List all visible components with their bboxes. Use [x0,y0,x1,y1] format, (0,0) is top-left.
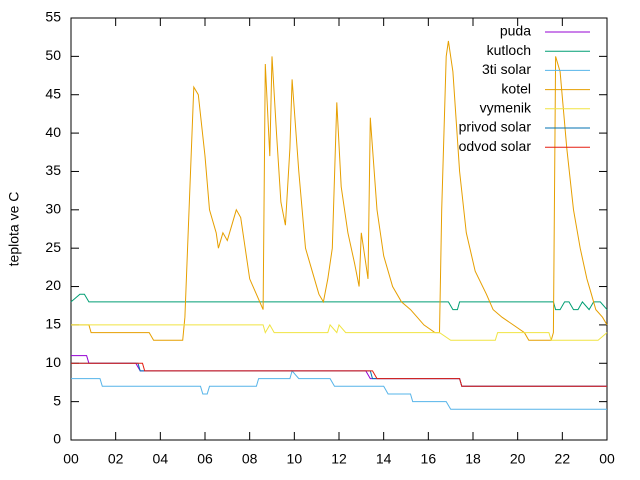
y-tick-label: 0 [53,431,61,447]
legend-label: odvod solar [459,138,532,154]
x-tick-label: 00 [63,451,79,467]
x-tick-label: 16 [421,451,437,467]
legend-label: vymenik [480,100,532,116]
plot-border [70,17,608,441]
x-tick-label: 06 [197,451,213,467]
y-tick-label: 20 [45,277,61,293]
y-axis-label: teplota ve C [6,192,22,267]
y-tick-label: 50 [45,47,61,63]
y-tick-label: 30 [45,201,61,217]
x-tick-label: 20 [510,451,526,467]
y-tick-label: 40 [45,124,61,140]
x-tick-label: 02 [108,451,124,467]
series-line [71,362,607,387]
series-line [70,293,608,311]
x-tick-label: 00 [599,451,615,467]
y-tick-label: 45 [45,85,61,101]
y-tick-label: 10 [45,354,61,370]
x-tick-label: 08 [242,451,258,467]
series-line [71,369,607,410]
y-tick-label: 15 [45,316,61,332]
y-tick-label: 55 [45,9,61,25]
legend-label: kotel [501,80,531,96]
legend-label: privod solar [459,119,532,135]
x-tick-label: 22 [555,451,571,467]
y-tick-label: 35 [45,162,61,178]
x-tick-label: 10 [287,451,303,467]
series-line [71,362,607,387]
legend-label: 3ti solar [482,61,531,77]
legend-label: puda [500,23,531,39]
x-tick-label: 14 [376,451,392,467]
y-tick-label: 5 [53,392,61,408]
x-tick-label: 12 [331,451,347,467]
series-line [71,323,608,341]
y-tick-label: 25 [45,239,61,255]
x-tick-label: 04 [153,451,169,467]
x-tick-label: 18 [465,451,481,467]
legend-label: kutloch [487,42,531,58]
series-line [71,40,608,341]
